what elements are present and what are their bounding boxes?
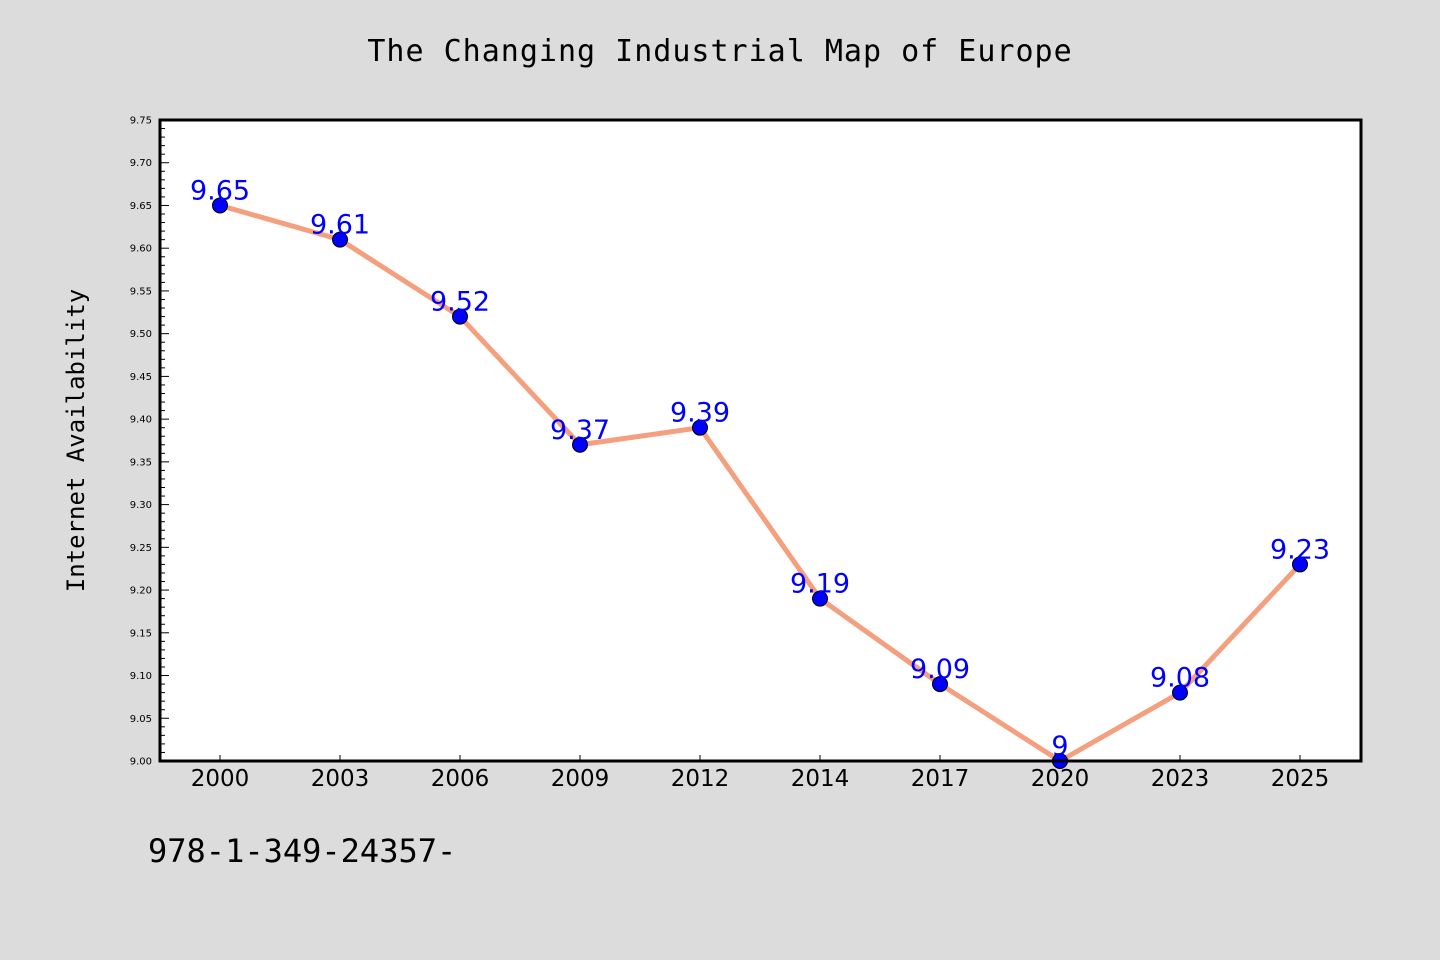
data-point <box>1172 684 1188 701</box>
x-tick-label: 2006 <box>431 766 490 792</box>
data-point <box>452 308 468 325</box>
y-axis-label: Internet Availability <box>62 289 90 592</box>
data-point <box>212 197 228 214</box>
x-tick-label: 2017 <box>911 766 970 792</box>
chart-title: The Changing Industrial Map of Europe <box>367 34 1073 69</box>
x-tick-label: 2025 <box>1271 766 1330 792</box>
plot-frame <box>158 118 1363 763</box>
y-tick-label: 9.45 <box>130 372 152 383</box>
data-point <box>1292 556 1308 573</box>
x-tick-label: 2012 <box>671 766 730 792</box>
x-tick-label: 2009 <box>551 766 610 792</box>
y-tick-label: 9.30 <box>130 500 152 511</box>
data-label: 9.09 <box>910 654 970 685</box>
y-tick-label: 9.75 <box>130 116 152 127</box>
x-tick-label: 2000 <box>191 766 250 792</box>
y-tick-label: 9.50 <box>130 329 152 340</box>
data-label: 9.65 <box>190 175 250 206</box>
data-label: 9.08 <box>1150 663 1210 694</box>
y-tick-label: 9.10 <box>130 671 152 682</box>
data-point <box>572 436 588 453</box>
data-label: 9.61 <box>310 210 370 241</box>
y-tick-label: 9.60 <box>130 244 152 255</box>
y-axis: 9.00 9.05 9.10 9.15 9.20 9.25 9.30 9.35 9.40 9.45… <box>130 116 169 768</box>
plot-area <box>160 120 1361 761</box>
x-tick-label: 2014 <box>791 766 850 792</box>
data-label: 9.23 <box>1270 534 1330 565</box>
x-tick-label: 2003 <box>311 766 370 792</box>
y-tick-label: 9.35 <box>130 457 152 468</box>
x-tick-label: 2023 <box>1151 766 1210 792</box>
data-point <box>692 419 708 436</box>
data-label: 9.37 <box>550 415 610 446</box>
y-tick-label: 9.65 <box>130 201 152 212</box>
y-tick-label: 9.20 <box>130 586 152 597</box>
data-point <box>332 231 348 248</box>
data-point <box>932 676 948 693</box>
data-label: 9.39 <box>670 398 730 429</box>
data-label: 9.52 <box>430 287 490 318</box>
y-tick-label: 9.40 <box>130 415 152 426</box>
y-tick-label: 9.25 <box>130 543 152 554</box>
series-line <box>217 202 1303 764</box>
y-tick-label: 9.70 <box>130 158 152 169</box>
y-tick-label: 9.55 <box>130 286 152 297</box>
data-label: 9.19 <box>790 569 850 600</box>
y-tick-label: 9.00 <box>130 757 152 768</box>
footer-isbn-text: 978-1-349-24357- <box>148 832 457 870</box>
x-axis: 2000 2003 2006 2009 2012 2014 2017 2020 2023 2025 <box>191 755 1330 792</box>
y-tick-label: 9.05 <box>130 714 152 725</box>
y-tick-label: 9.15 <box>130 628 152 639</box>
x-tick-label: 2020 <box>1031 766 1090 792</box>
data-point <box>812 590 828 607</box>
series-layer: 9.65 9.61 9.52 9.37 9.39 9.19 9.09 9 9.08 9.23 <box>190 175 1330 769</box>
data-label: 9 <box>1051 731 1068 762</box>
